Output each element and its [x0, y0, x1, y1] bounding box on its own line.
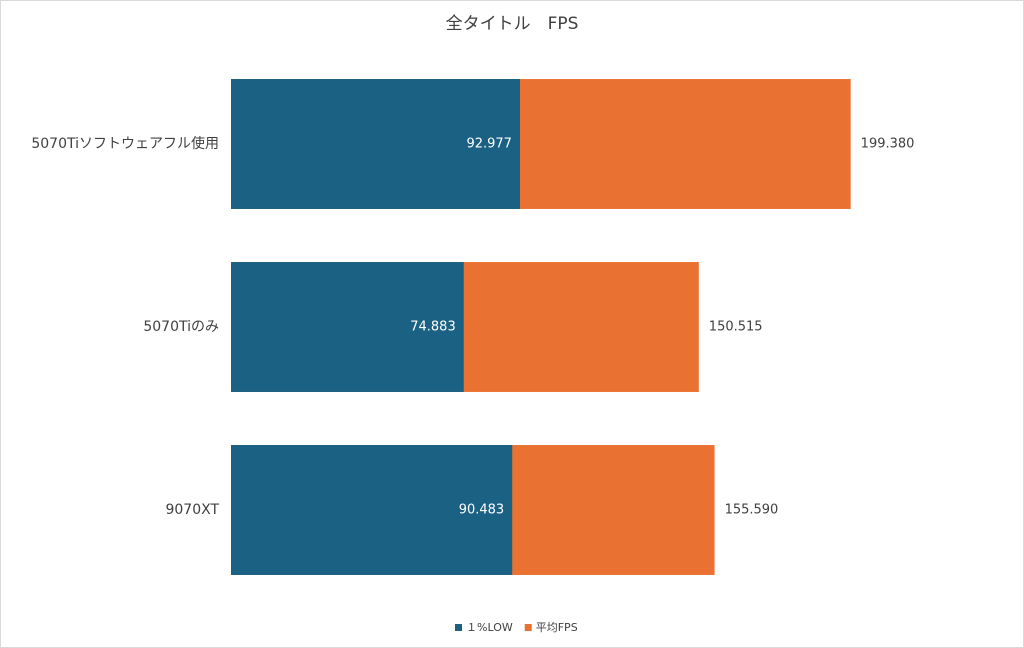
value-label: 90.483 [459, 503, 505, 518]
legend-label: １%LOW [466, 621, 513, 634]
bar [231, 445, 513, 575]
value-label: 150.515 [709, 320, 763, 335]
chart-title: 全タイトル FPS [446, 14, 579, 34]
value-label: 74.883 [410, 320, 456, 335]
value-label: 92.977 [466, 137, 512, 152]
y-tick-label: 5070Tiソフトウェアフル使用 [31, 135, 219, 152]
legend-swatch [455, 624, 462, 631]
value-label: 155.590 [725, 503, 779, 518]
bar [231, 79, 520, 209]
y-tick-label: 9070XT [165, 502, 219, 518]
legend-label: 平均FPS [536, 621, 578, 634]
value-label: 199.380 [861, 137, 915, 152]
legend-swatch [524, 624, 532, 631]
y-tick-label: 5070Tiのみ [143, 319, 219, 335]
bar [231, 262, 464, 392]
